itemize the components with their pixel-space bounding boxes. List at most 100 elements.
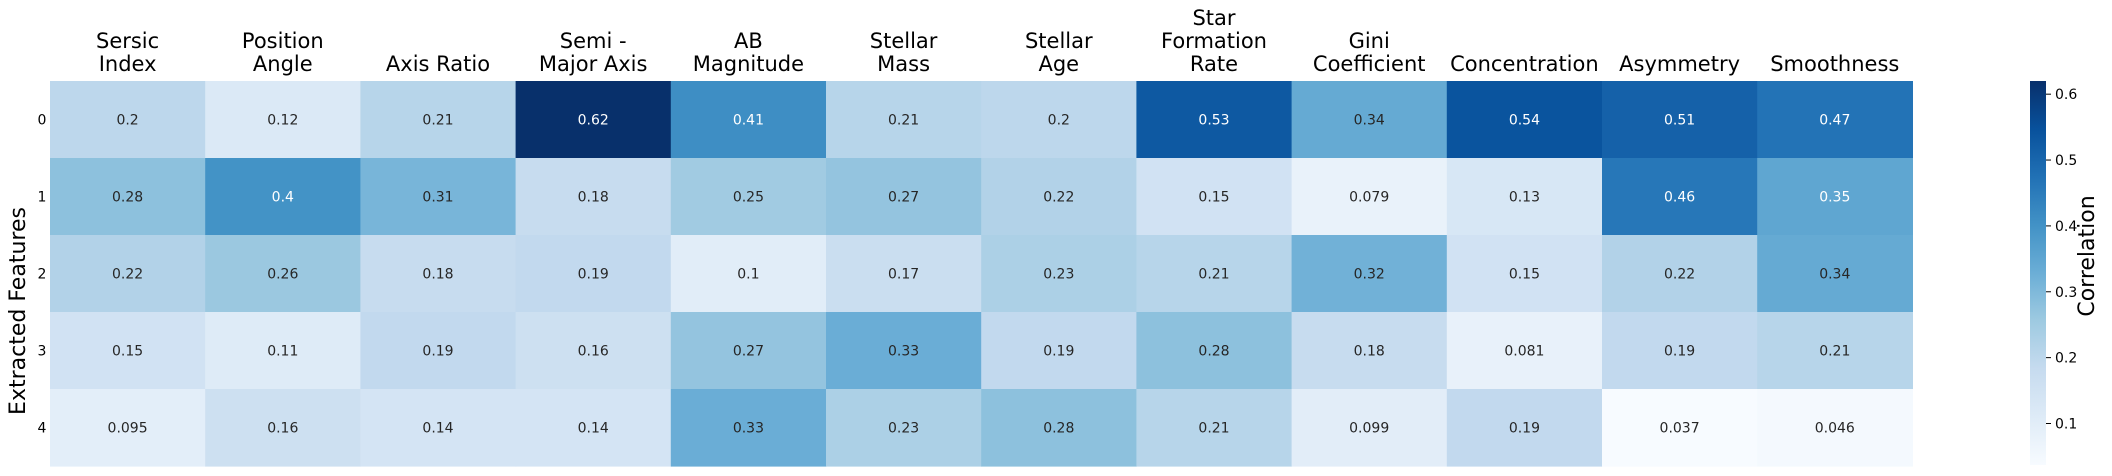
- cell-value-label: 0.53: [1198, 113, 1229, 129]
- colorbar-tick-label: 0.4: [2055, 219, 2077, 235]
- cell-value-label: 0.079: [1349, 190, 1389, 206]
- heatmap-cell: [1602, 81, 1758, 159]
- colorbar-tick-label: 0.2: [2055, 351, 2077, 367]
- heatmap-cell: [1136, 158, 1293, 236]
- cell-value-label: 0.34: [1354, 113, 1385, 129]
- cell-value-label: 0.4: [272, 190, 294, 206]
- cell-value-label: 0.19: [1043, 344, 1074, 360]
- heatmap-cell: [360, 312, 517, 390]
- heatmap-cell: [826, 312, 982, 390]
- cell-value-label: 0.15: [1198, 190, 1229, 206]
- cell-value-label: 0.27: [888, 190, 919, 206]
- colorbar: 0.1 0.2 0.3 0.4 0.5 0.6: [2030, 81, 2077, 465]
- cell-value-label: 0.22: [1043, 190, 1074, 206]
- heatmap-cell: [826, 235, 982, 313]
- heatmap-cell: [1602, 389, 1758, 467]
- cell-value-label: 0.095: [108, 421, 148, 437]
- heatmap-cells: 0.2 0.12 0.21 0.62 0.41 0.21 0.2 0.53 0.34 0.54 0.…: [50, 81, 1913, 467]
- heatmap-cell: [826, 81, 982, 159]
- heatmap-cell: [1136, 81, 1293, 159]
- heatmap-cell: [670, 81, 827, 159]
- cell-value-label: 0.33: [733, 421, 764, 437]
- cell-value-label: 0.51: [1664, 113, 1695, 129]
- column-label: Axis Ratio: [386, 52, 490, 76]
- cell-value-label: 0.16: [578, 344, 609, 360]
- cell-value-label: 0.35: [1819, 190, 1850, 206]
- heatmap-cell: [670, 312, 827, 390]
- heatmap-cell: [1757, 158, 1913, 236]
- heatmap-cell: [981, 389, 1137, 467]
- cell-value-label: 0.47: [1819, 113, 1850, 129]
- cell-value-label: 0.26: [267, 267, 298, 283]
- row-label: 2: [38, 267, 47, 283]
- column-label: Position Angle: [242, 29, 324, 76]
- column-label: Stellar Age: [1025, 29, 1093, 76]
- colorbar-tick-label: 0.3: [2055, 285, 2077, 301]
- row-label: 4: [38, 421, 47, 437]
- cell-value-label: 0.62: [578, 113, 609, 129]
- cell-value-label: 0.1: [737, 267, 759, 283]
- cell-value-label: 0.18: [578, 190, 609, 206]
- y-axis-label: Extracted Features: [6, 207, 31, 415]
- cell-value-label: 0.21: [422, 113, 453, 129]
- colorbar-tick-label: 0.1: [2055, 417, 2077, 433]
- heatmap-cell: [1757, 312, 1913, 390]
- cell-value-label: 0.21: [1198, 267, 1229, 283]
- heatmap-cell: [1136, 235, 1293, 313]
- cell-value-label: 0.11: [267, 344, 298, 360]
- cell-value-label: 0.19: [1664, 344, 1695, 360]
- heatmap-cell: [360, 81, 517, 159]
- heatmap-cell: [515, 235, 672, 313]
- heatmap-cell: [515, 158, 672, 236]
- cell-value-label: 0.16: [267, 421, 298, 437]
- column-label: Stellar Mass: [870, 29, 938, 76]
- heatmap-cell: [981, 235, 1137, 313]
- row-label: 0: [38, 113, 47, 129]
- heatmap-cell: [360, 158, 517, 236]
- heatmap-cell: [1446, 81, 1603, 159]
- cell-value-label: 0.23: [888, 421, 919, 437]
- cell-value-label: 0.19: [578, 267, 609, 283]
- cell-value-label: 0.31: [422, 190, 453, 206]
- cell-value-label: 0.13: [1509, 190, 1540, 206]
- heatmap-cell: [1136, 312, 1293, 390]
- cell-value-label: 0.28: [1198, 344, 1229, 360]
- cell-value-label: 0.32: [1354, 267, 1385, 283]
- cell-value-label: 0.18: [422, 267, 453, 283]
- cell-value-label: 0.21: [1198, 421, 1229, 437]
- cell-value-label: 0.099: [1349, 421, 1389, 437]
- heatmap-cell: [981, 158, 1137, 236]
- cell-value-label: 0.12: [267, 113, 298, 129]
- cell-value-label: 0.28: [112, 190, 143, 206]
- heatmap-cell: [50, 312, 206, 390]
- heatmap-cell: [1757, 389, 1913, 467]
- heatmap-cell: [1291, 235, 1448, 313]
- cell-value-label: 0.23: [1043, 267, 1074, 283]
- heatmap-cell: [1446, 235, 1603, 313]
- heatmap-cell: [205, 81, 361, 159]
- column-label: Smoothness: [1770, 52, 1899, 76]
- cell-value-label: 0.18: [1354, 344, 1385, 360]
- row-label: 1: [38, 190, 47, 206]
- heatmap-cell: [1602, 235, 1758, 313]
- cell-value-label: 0.15: [1509, 267, 1540, 283]
- heatmap-cell: [515, 312, 672, 390]
- cell-value-label: 0.17: [888, 267, 919, 283]
- column-label: Gini Coefficient: [1313, 29, 1426, 76]
- heatmap-cell: [981, 312, 1137, 390]
- cell-value-label: 0.28: [1043, 421, 1074, 437]
- cell-value-label: 0.34: [1819, 267, 1850, 283]
- heatmap-cell: [1291, 81, 1448, 159]
- cell-value-label: 0.41: [733, 113, 764, 129]
- heatmap-cell: [1446, 312, 1603, 390]
- heatmap-cell: [1446, 158, 1603, 236]
- heatmap-cell: [50, 81, 206, 159]
- column-label: AB Magnitude: [693, 29, 804, 76]
- cell-value-label: 0.046: [1815, 421, 1855, 437]
- heatmap-cell: [981, 81, 1137, 159]
- heatmap-cell: [50, 158, 206, 236]
- cell-value-label: 0.19: [1509, 421, 1540, 437]
- cell-value-label: 0.54: [1509, 113, 1540, 129]
- heatmap-cell: [50, 235, 206, 313]
